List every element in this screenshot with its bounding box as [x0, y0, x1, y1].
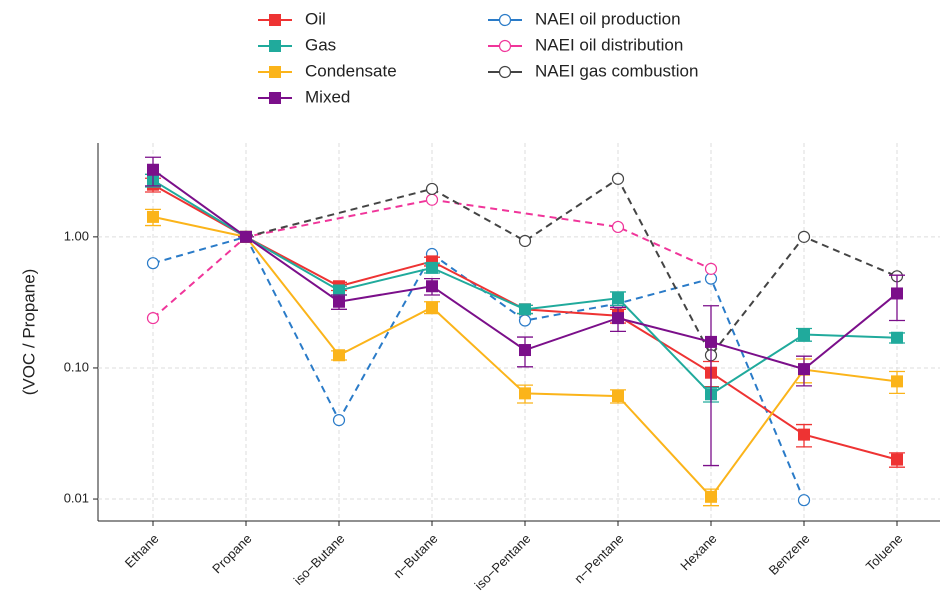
marker — [147, 210, 159, 223]
marker — [332, 414, 346, 427]
marker — [798, 363, 810, 376]
marker — [612, 312, 624, 325]
marker — [425, 182, 439, 196]
legend-label: NAEI oil production — [535, 9, 681, 28]
y-tick-label: 0.01 — [64, 490, 89, 505]
marker — [426, 280, 438, 293]
marker — [798, 328, 810, 341]
x-tick-label: Benzene — [766, 531, 813, 578]
marker — [891, 331, 903, 344]
x-tick-label: iso−Pentane — [472, 531, 534, 593]
marker — [612, 292, 624, 305]
legend-label: Oil — [305, 9, 326, 28]
legend-label: NAEI oil distribution — [535, 35, 683, 54]
y-axis-label: (VOC / Propane) — [19, 269, 38, 396]
x-tick-label: Propane — [209, 531, 254, 576]
marker — [425, 193, 439, 206]
x-tick-label: n−Butane — [390, 531, 440, 581]
marker — [797, 230, 811, 243]
series-line — [152, 235, 805, 501]
legend-label: Gas — [305, 35, 336, 54]
legend-marker — [269, 92, 281, 104]
marker — [518, 234, 532, 248]
marker — [146, 312, 160, 325]
marker — [612, 390, 624, 403]
legend-marker — [269, 66, 281, 78]
marker — [426, 301, 438, 314]
legend: Oil Gas Condensate Mixed NAEI oil production… — [258, 9, 698, 106]
marker — [426, 255, 438, 268]
x-tick-label: iso−Butane — [291, 531, 348, 588]
marker — [426, 261, 438, 274]
marker — [891, 453, 903, 466]
legend-marker — [269, 14, 281, 26]
legend-marker — [498, 13, 512, 27]
marker — [240, 230, 252, 243]
marker — [333, 349, 345, 362]
marker — [891, 287, 903, 300]
x-tick-label: Toluene — [863, 531, 906, 574]
legend-marker — [269, 40, 281, 52]
x-tick-label: n−Pentane — [571, 531, 626, 586]
marker — [611, 172, 625, 185]
legend-label: NAEI gas combustion — [535, 61, 698, 80]
y-tick-label: 1.00 — [64, 228, 89, 243]
y-tick-label: 0.10 — [64, 359, 89, 374]
x-tick-label: Hexane — [677, 531, 719, 573]
legend-label: Mixed — [305, 87, 350, 106]
marker — [333, 295, 345, 308]
marker — [704, 262, 718, 275]
error-bar — [703, 305, 719, 467]
x-tick-label: Ethane — [122, 531, 162, 571]
marker — [519, 344, 531, 357]
marker — [611, 220, 625, 234]
marker — [518, 314, 532, 327]
legend-marker — [498, 39, 512, 53]
marker — [333, 284, 345, 297]
marker — [519, 387, 531, 400]
marker — [705, 490, 717, 503]
marker — [798, 428, 810, 441]
marker — [797, 494, 811, 507]
marker — [519, 303, 531, 316]
marker — [891, 375, 903, 388]
legend-label: Condensate — [305, 61, 397, 80]
marker — [146, 257, 160, 270]
legend-marker — [498, 65, 512, 79]
marker — [705, 335, 717, 348]
marker — [147, 163, 159, 176]
